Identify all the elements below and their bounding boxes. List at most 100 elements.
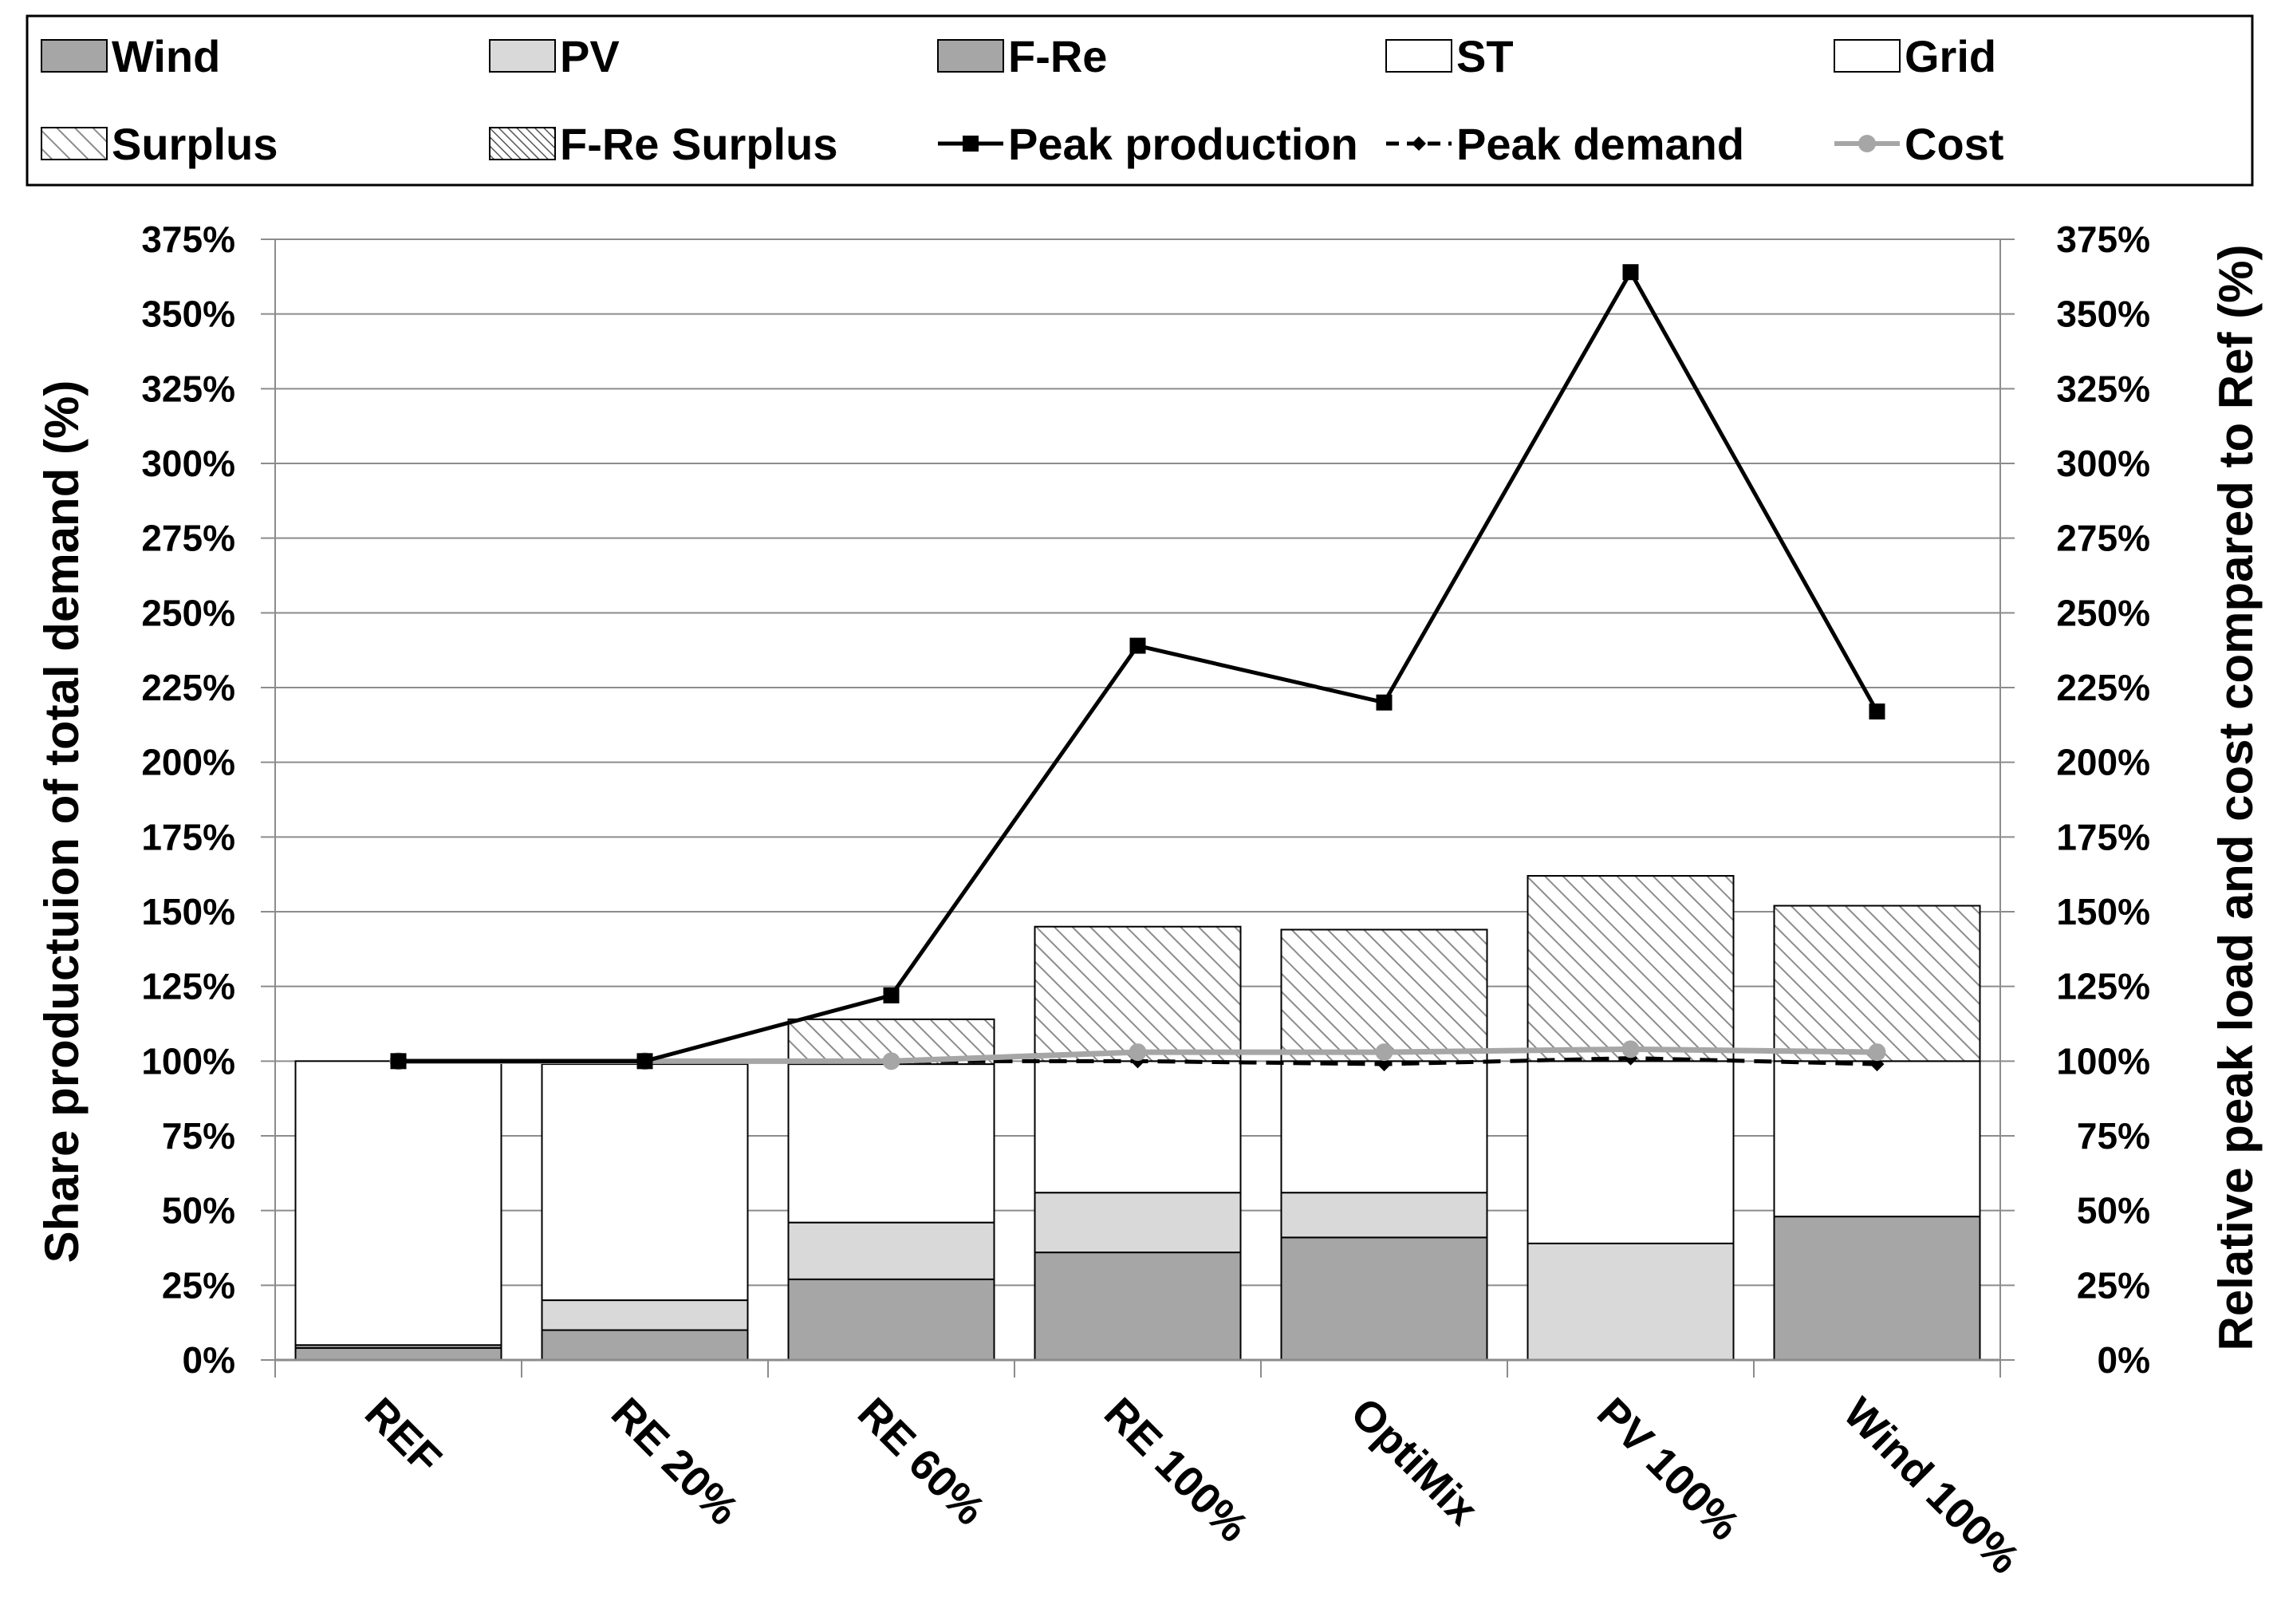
right-tick-labels: 0% 25% 50% 75% 100% 125% 150% 175% 200% 225% 250% 2… <box>2056 219 2150 1381</box>
marker-peak-demand-wind-100 <box>1869 1057 1885 1072</box>
marker-cost-wind-100 <box>1868 1043 1886 1062</box>
lines <box>389 264 1886 1072</box>
right-tick-label: 75% <box>2077 1115 2150 1157</box>
marker-peak-production-ref <box>390 1053 407 1070</box>
legend-item-grid: Grid <box>1834 31 1996 81</box>
legend-label-surplus: Surplus <box>112 119 278 169</box>
legend-label-cost: Cost <box>1905 119 2003 169</box>
category-labels: REF RE 20% RE 60% RE 100% OptiMix PV 100% Wind… <box>356 1389 2029 1583</box>
bar-grid-re-60 <box>787 1063 995 1224</box>
bar-wind-ref <box>294 1347 502 1361</box>
category-label-ref: REF <box>356 1389 451 1484</box>
left-tick-label: 275% <box>141 518 235 559</box>
legend-label-pv: PV <box>560 31 620 81</box>
left-tick-label: 125% <box>141 966 235 1007</box>
legend-marker-cost <box>1858 135 1876 152</box>
marker-cost-pv-100 <box>1621 1040 1640 1058</box>
legend-swatch-f-re <box>937 39 1004 73</box>
bar-grid-pv-100 <box>1527 1060 1735 1244</box>
bar-grid-ref <box>294 1060 502 1346</box>
category-label-optimix: OptiMix <box>1341 1389 1487 1534</box>
marker-peak-production-re-60 <box>883 987 900 1003</box>
bar-grid-wind-100 <box>1773 1060 1981 1218</box>
bar-grid-optimix <box>1280 1060 1488 1194</box>
bar-surplus-wind-100 <box>1773 905 1981 1062</box>
category-label-re-100: RE 100% <box>1095 1389 1258 1551</box>
right-tick-label: 25% <box>2077 1264 2150 1306</box>
legend-label-peak-production: Peak production <box>1008 119 1358 169</box>
right-tick-label: 0% <box>2098 1339 2150 1381</box>
right-tick-label: 325% <box>2056 368 2150 409</box>
left-tick-label: 225% <box>141 667 235 708</box>
legend-label-st: ST <box>1456 31 1514 81</box>
marker-cost-re-60 <box>882 1052 900 1070</box>
left-tick-label: 325% <box>141 368 235 409</box>
legend-item-f-re-surplus: F-Re Surplus <box>489 119 837 169</box>
left-tick-label: 75% <box>162 1115 235 1157</box>
legend-swatch-pv <box>489 39 556 73</box>
right-tick-label: 125% <box>2056 966 2150 1007</box>
bars <box>294 875 1981 1362</box>
bar-pv-re-100 <box>1034 1192 1242 1254</box>
left-tick-label: 350% <box>141 294 235 335</box>
left-tick-label: 175% <box>141 816 235 857</box>
legend-item-pv: PV <box>489 31 620 81</box>
marker-peak-production-wind-100 <box>1869 703 1885 719</box>
right-tick-label: 250% <box>2056 592 2150 633</box>
legend-label-wind: Wind <box>112 31 220 81</box>
legend-item-peak-production: Peak production <box>938 119 1358 169</box>
marker-peak-production-pv-100 <box>1622 264 1639 281</box>
legend-item-surplus: Surplus <box>41 119 278 169</box>
right-axis-title: Relative peak load and cost compared to … <box>2209 244 2263 1350</box>
legend-marker-peak-production <box>963 136 979 152</box>
legend-item-f-re: F-Re <box>937 31 1107 81</box>
right-tick-label: 225% <box>2056 667 2150 708</box>
bar-surplus-re-100 <box>1034 925 1242 1062</box>
legend-label-peak-demand: Peak demand <box>1456 119 1744 169</box>
legend-swatch-f-re-surplus <box>489 127 556 160</box>
marker-peak-production-re-20 <box>636 1053 653 1070</box>
left-tick-label: 25% <box>162 1264 235 1306</box>
bar-pv-re-60 <box>787 1221 995 1280</box>
bar-wind-wind-100 <box>1773 1216 1981 1362</box>
bar-pv-re-20 <box>541 1299 749 1331</box>
right-tick-label: 350% <box>2056 294 2150 335</box>
left-tick-label: 0% <box>183 1339 235 1381</box>
category-label-re-20: RE 20% <box>602 1389 748 1535</box>
left-tick-label: 250% <box>141 592 235 633</box>
bar-wind-re-60 <box>787 1278 995 1361</box>
legend-item-cost: Cost <box>1834 119 2003 169</box>
legend-swatch-wind <box>41 39 108 73</box>
bar-grid-re-20 <box>541 1063 749 1302</box>
left-tick-labels: 0% 25% 50% 75% 100% 125% 150% 175% 200% 225% 250% 2… <box>141 219 235 1381</box>
category-label-wind-100: Wind 100% <box>1834 1389 2029 1583</box>
legend-item-wind: Wind <box>41 31 220 81</box>
legend-swatch-surplus <box>41 127 108 160</box>
bar-pv-optimix <box>1280 1192 1488 1239</box>
category-label-pv-100: PV 100% <box>1588 1389 1749 1550</box>
right-tick-label: 275% <box>2056 518 2150 559</box>
legend: Wind PV F-Re ST Grid Surplus F-Re Surplus Peak … <box>41 31 2003 169</box>
legend-marker-peak-demand <box>1412 136 1426 151</box>
marker-peak-production-optimix <box>1376 694 1393 711</box>
legend-swatch-st <box>1385 39 1452 73</box>
legend-label-f-re-surplus: F-Re Surplus <box>560 119 837 169</box>
left-tick-label: 300% <box>141 443 235 484</box>
legend-swatch-grid <box>1834 39 1901 73</box>
series-peak-production <box>390 264 1885 1070</box>
marker-cost-optimix <box>1375 1043 1393 1062</box>
legend-item-peak-demand: Peak demand <box>1386 119 1744 169</box>
right-tick-label: 50% <box>2077 1190 2150 1232</box>
bar-grid-re-100 <box>1034 1060 1242 1194</box>
bar-pv-pv-100 <box>1527 1242 1735 1361</box>
legend-item-st: ST <box>1385 31 1514 81</box>
marker-cost-re-100 <box>1129 1043 1147 1062</box>
right-tick-label: 175% <box>2056 816 2150 857</box>
bar-wind-optimix <box>1280 1236 1488 1362</box>
left-tick-label: 200% <box>141 742 235 783</box>
marker-peak-demand-optimix <box>1377 1057 1392 1072</box>
bar-surplus-pv-100 <box>1527 875 1735 1062</box>
legend-label-grid: Grid <box>1905 31 1996 81</box>
right-tick-label: 300% <box>2056 443 2150 484</box>
